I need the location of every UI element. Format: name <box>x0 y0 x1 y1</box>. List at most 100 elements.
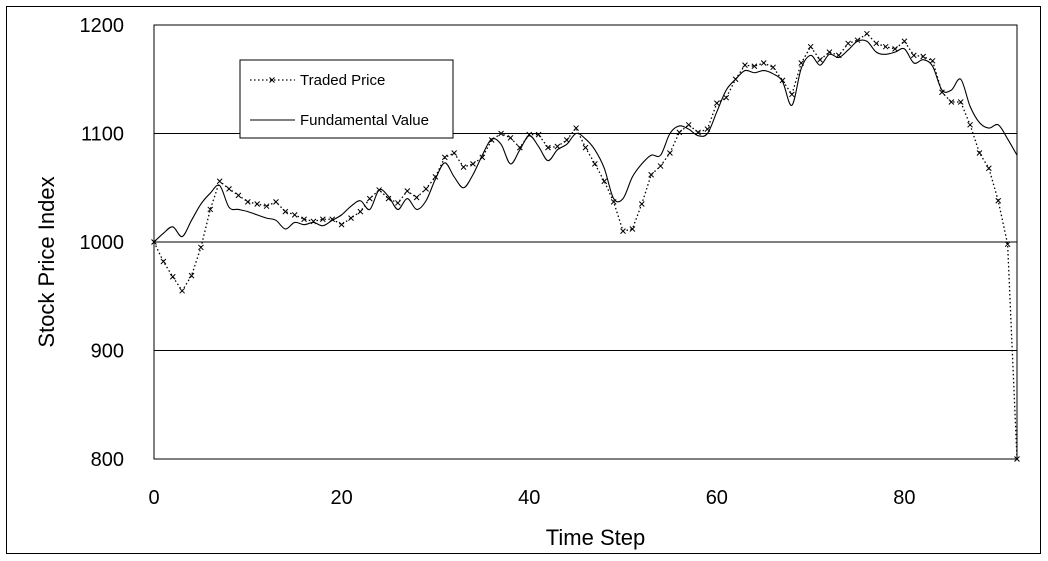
data-point <box>573 125 579 131</box>
series-line <box>153 39 1018 243</box>
data-point <box>188 272 195 279</box>
data-point <box>620 228 626 235</box>
y-tick-label: 900 <box>91 341 124 363</box>
legend-item: Fundamental Value <box>250 112 429 129</box>
data-point <box>910 52 917 59</box>
chart-frame <box>6 6 1041 554</box>
data-point <box>582 144 589 151</box>
data-point <box>676 129 683 136</box>
x-tick-label: 0 <box>148 487 159 509</box>
data-point <box>244 199 251 205</box>
data-point <box>873 40 880 47</box>
data-point <box>216 178 223 185</box>
data-point <box>742 62 748 68</box>
data-point <box>470 161 476 167</box>
legend-label: Fundamental Value <box>300 112 429 129</box>
x-tick-label: 40 <box>518 487 540 509</box>
data-point <box>413 194 420 201</box>
data-point <box>282 208 289 215</box>
x-tick-label: 60 <box>706 487 728 509</box>
data-point <box>723 94 730 101</box>
legend-label: Traded Price <box>300 72 385 89</box>
data-point <box>545 144 551 151</box>
data-point <box>269 77 275 83</box>
data-point <box>254 201 261 207</box>
data-point <box>713 100 720 106</box>
data-point <box>263 203 270 210</box>
data-point <box>301 216 307 223</box>
data-point <box>395 200 401 206</box>
data-point <box>892 46 898 52</box>
data-point <box>460 164 467 170</box>
y-tick-label: 800 <box>91 449 124 471</box>
data-point <box>498 130 504 137</box>
y-tick-label: 1000 <box>80 232 125 254</box>
data-point <box>160 258 167 265</box>
data-point <box>198 244 204 251</box>
data-point <box>592 161 598 167</box>
data-point <box>1004 241 1011 248</box>
data-point <box>760 60 767 66</box>
fundamental-value-series <box>153 39 1018 243</box>
data-point <box>338 221 345 228</box>
data-point <box>1014 456 1020 462</box>
traded-price-series <box>151 30 1020 462</box>
data-point <box>948 99 955 105</box>
y-tick-label: 1100 <box>81 124 124 146</box>
data-point <box>986 165 992 172</box>
legend: Traded Price Fundamental Value <box>239 59 454 139</box>
data-point <box>441 154 448 161</box>
data-point <box>169 273 176 280</box>
y-tick-label: 1200 <box>80 15 125 37</box>
data-point <box>976 150 983 156</box>
data-point <box>385 195 392 202</box>
y-axis-title: Stock Price Index <box>34 176 59 347</box>
x-tick-label: 80 <box>893 487 915 509</box>
data-point <box>451 150 458 156</box>
data-point <box>319 216 326 223</box>
data-point <box>929 57 936 64</box>
data-point <box>864 30 870 37</box>
data-point <box>751 63 758 70</box>
data-point <box>179 287 185 294</box>
x-tick-label: 20 <box>330 487 352 509</box>
data-point <box>685 121 692 128</box>
data-point <box>657 163 664 169</box>
data-point <box>920 53 927 60</box>
data-point <box>817 56 823 63</box>
data-point <box>629 226 636 232</box>
data-point <box>882 43 889 50</box>
data-point <box>967 121 973 128</box>
data-point <box>601 178 608 185</box>
data-point <box>939 89 945 96</box>
data-point <box>507 134 514 141</box>
series-layer <box>151 30 1020 462</box>
data-point <box>357 208 364 215</box>
data-point <box>845 40 852 47</box>
data-point <box>789 91 795 98</box>
data-point <box>667 150 673 156</box>
data-point <box>638 201 645 207</box>
x-axis-title: Time Step <box>546 525 645 550</box>
data-point <box>957 99 964 105</box>
legend-item: Traded Price <box>250 72 385 89</box>
data-point <box>695 129 701 136</box>
data-point <box>404 188 411 194</box>
data-point <box>535 131 542 138</box>
data-point <box>770 64 776 71</box>
axes: 800 900 1000 1100 1200 0 20 40 60 80 <box>80 15 916 509</box>
data-point <box>366 195 373 202</box>
data-point <box>226 185 232 192</box>
legend-box <box>239 59 454 139</box>
data-point <box>807 43 814 50</box>
data-point <box>235 192 242 199</box>
data-point <box>648 171 655 178</box>
data-point <box>207 206 214 213</box>
data-point <box>291 212 298 218</box>
data-point <box>423 185 429 192</box>
data-point <box>901 38 908 45</box>
data-point <box>348 215 354 221</box>
data-point <box>995 197 1002 204</box>
data-point <box>273 199 279 205</box>
